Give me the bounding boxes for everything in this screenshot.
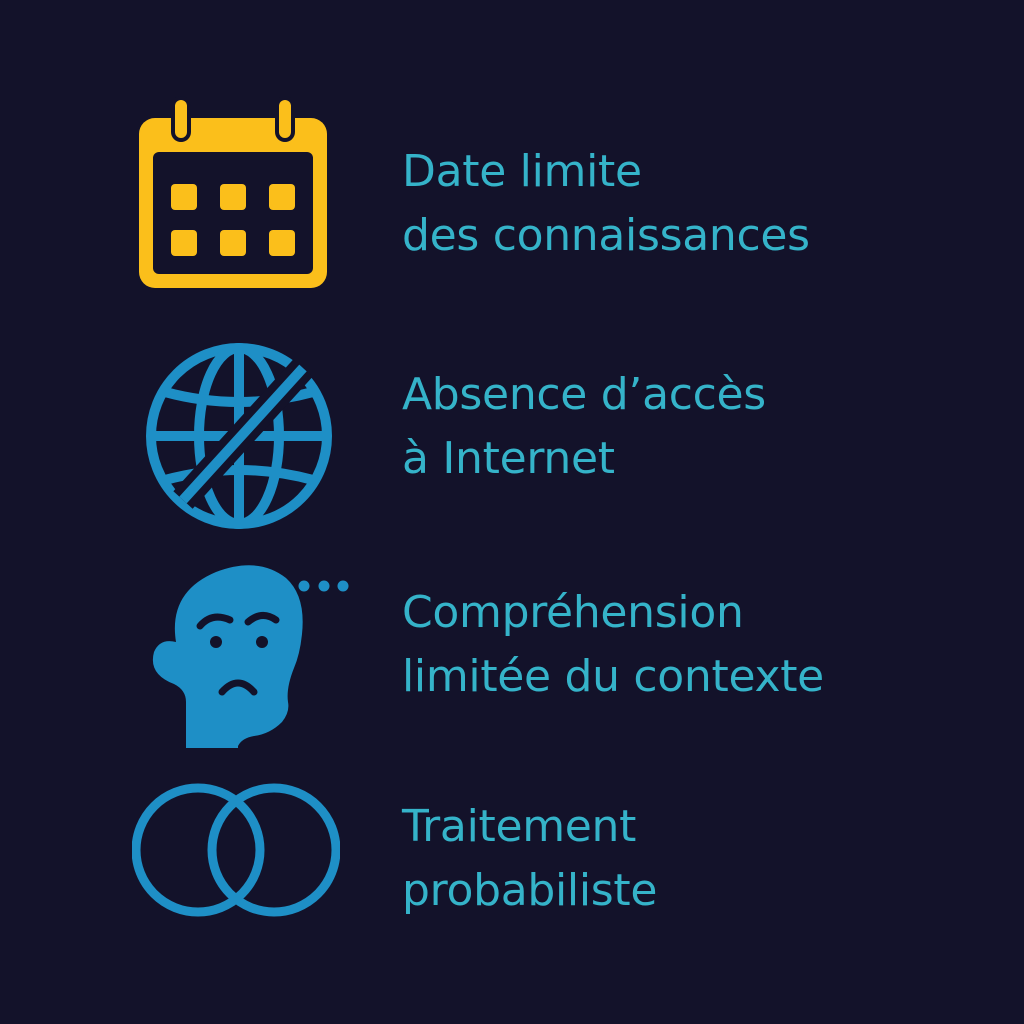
- item-label-limited-context: Compréhension limitée du contexte: [402, 581, 824, 709]
- calendar-icon: [133, 96, 333, 292]
- item-label-probabilistic: Traitement probabiliste: [402, 795, 657, 923]
- item-label-line2: probabiliste: [402, 865, 658, 916]
- overlapping-circles-icon: [132, 780, 340, 920]
- item-label-line1: Compréhension: [402, 587, 744, 638]
- item-label-knowledge-cutoff: Date limite des connaissances: [402, 140, 810, 268]
- item-label-line1: Traitement: [402, 801, 637, 852]
- item-label-line2: limitée du contexte: [402, 651, 824, 702]
- confused-head-icon: [146, 562, 352, 748]
- globe-no-internet-icon: [143, 340, 335, 532]
- item-label-line2: des connaissances: [402, 210, 810, 261]
- item-label-line2: à Internet: [402, 433, 615, 484]
- item-label-line1: Date limite: [402, 146, 642, 197]
- item-label-line1: Absence d’accès: [402, 369, 766, 420]
- item-label-no-internet: Absence d’accès à Internet: [402, 363, 766, 491]
